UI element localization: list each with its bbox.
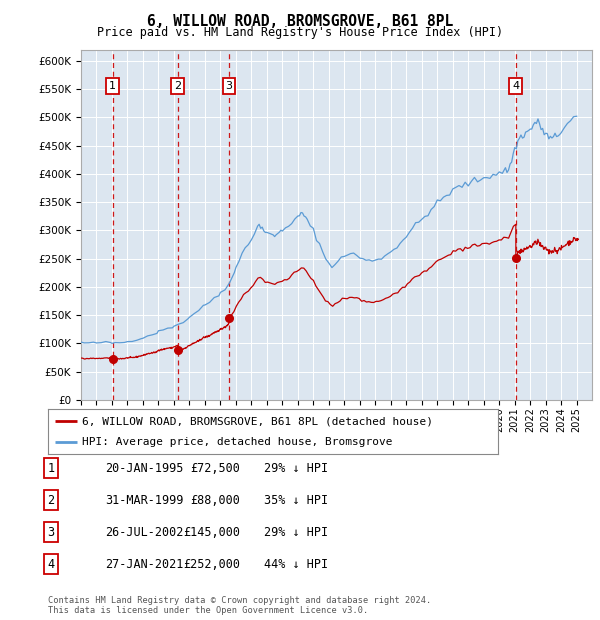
Text: £88,000: £88,000 (190, 494, 240, 507)
Text: 20-JAN-1995: 20-JAN-1995 (105, 461, 184, 474)
Text: 44% ↓ HPI: 44% ↓ HPI (264, 557, 328, 570)
Text: £72,500: £72,500 (190, 461, 240, 474)
Text: 6, WILLOW ROAD, BROMSGROVE, B61 8PL (detached house): 6, WILLOW ROAD, BROMSGROVE, B61 8PL (det… (82, 416, 433, 427)
Text: 6, WILLOW ROAD, BROMSGROVE, B61 8PL: 6, WILLOW ROAD, BROMSGROVE, B61 8PL (147, 14, 453, 29)
Text: 31-MAR-1999: 31-MAR-1999 (105, 494, 184, 507)
Text: 29% ↓ HPI: 29% ↓ HPI (264, 526, 328, 539)
Text: 1: 1 (109, 81, 116, 91)
Text: 27-JAN-2021: 27-JAN-2021 (105, 557, 184, 570)
Text: 4: 4 (512, 81, 520, 91)
Text: 4: 4 (47, 557, 55, 570)
Text: 1: 1 (47, 461, 55, 474)
Text: 3: 3 (47, 526, 55, 539)
Text: Price paid vs. HM Land Registry's House Price Index (HPI): Price paid vs. HM Land Registry's House … (97, 26, 503, 39)
Text: 29% ↓ HPI: 29% ↓ HPI (264, 461, 328, 474)
Text: 3: 3 (226, 81, 233, 91)
Text: Contains HM Land Registry data © Crown copyright and database right 2024.
This d: Contains HM Land Registry data © Crown c… (48, 596, 431, 615)
Text: 2: 2 (174, 81, 181, 91)
Text: £145,000: £145,000 (183, 526, 240, 539)
Text: 2: 2 (47, 494, 55, 507)
Text: HPI: Average price, detached house, Bromsgrove: HPI: Average price, detached house, Brom… (82, 436, 392, 447)
Text: 35% ↓ HPI: 35% ↓ HPI (264, 494, 328, 507)
Text: 26-JUL-2002: 26-JUL-2002 (105, 526, 184, 539)
Text: £252,000: £252,000 (183, 557, 240, 570)
